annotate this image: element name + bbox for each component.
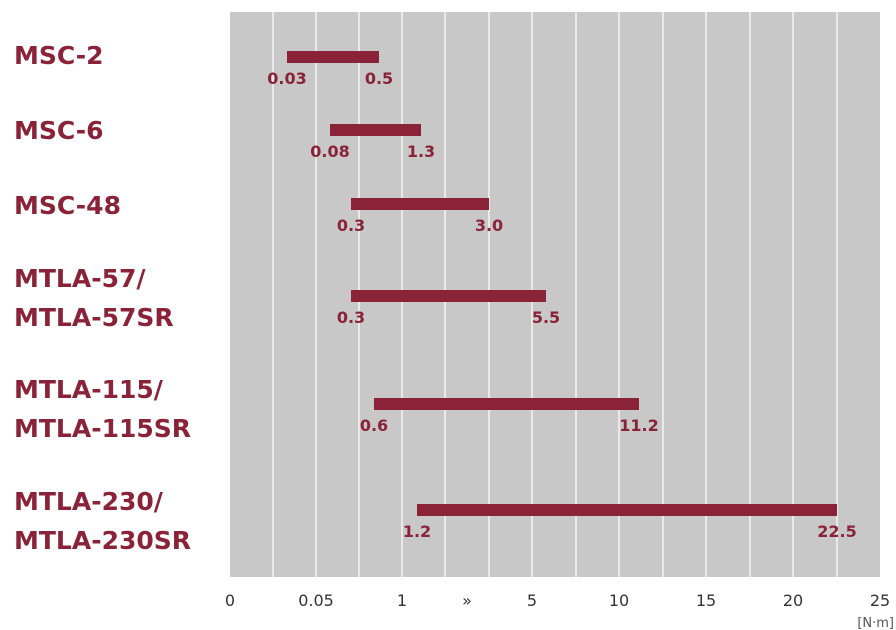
x-tick-label: 0.05 xyxy=(298,591,334,610)
range-min-label: 0.6 xyxy=(360,416,388,435)
category-label: MTLA-230SR xyxy=(14,526,191,555)
category-label: MTLA-57SR xyxy=(14,303,174,332)
range-min-label: 0.03 xyxy=(267,69,306,88)
value-labels: 0.03 0.5 0.08 1.3 0.3 3.0 0.3 5.5 0.6 11.2 1.2 22.5 xyxy=(267,69,856,541)
category-label: MSC-48 xyxy=(14,191,121,220)
category-label: MSC-2 xyxy=(14,41,104,70)
x-tick-label: 5 xyxy=(527,591,537,610)
x-tick-label: 20 xyxy=(783,591,803,610)
category-label: MTLA-115/ xyxy=(14,375,164,404)
range-bar xyxy=(287,51,379,63)
range-bar xyxy=(374,398,639,410)
x-tick-label: 10 xyxy=(609,591,629,610)
category-label: MSC-6 xyxy=(14,116,104,145)
range-min-label: 1.2 xyxy=(403,522,431,541)
range-max-label: 0.5 xyxy=(365,69,393,88)
category-label: MTLA-57/ xyxy=(14,264,146,293)
category-label: MTLA-115SR xyxy=(14,414,191,443)
x-tick-labels: 0 0.05 1 » 5 10 15 20 25 xyxy=(225,591,890,610)
range-max-label: 3.0 xyxy=(475,216,503,235)
category-label: MTLA-230/ xyxy=(14,487,164,516)
x-tick-label: 0 xyxy=(225,591,235,610)
range-max-label: 11.2 xyxy=(619,416,658,435)
range-max-label: 22.5 xyxy=(817,522,856,541)
range-min-label: 0.3 xyxy=(337,216,365,235)
range-max-label: 5.5 xyxy=(532,308,560,327)
range-bar xyxy=(351,198,489,210)
axis-break-marker: » xyxy=(462,591,472,610)
plot-background xyxy=(230,12,880,577)
category-labels: MSC-2 MSC-6 MSC-48 MTLA-57/MTLA-57SR MTLA-11… xyxy=(14,41,191,555)
range-bar xyxy=(417,504,837,516)
range-bar xyxy=(330,124,421,136)
x-tick-label: 25 xyxy=(870,591,890,610)
range-min-label: 0.3 xyxy=(337,308,365,327)
unit-label: [N·m] xyxy=(857,616,894,630)
range-max-label: 1.3 xyxy=(407,142,435,161)
bars-layer xyxy=(287,51,837,516)
x-tick-label: 15 xyxy=(696,591,716,610)
x-tick-label: 1 xyxy=(397,591,407,610)
range-min-label: 0.08 xyxy=(310,142,349,161)
range-bar xyxy=(351,290,546,302)
